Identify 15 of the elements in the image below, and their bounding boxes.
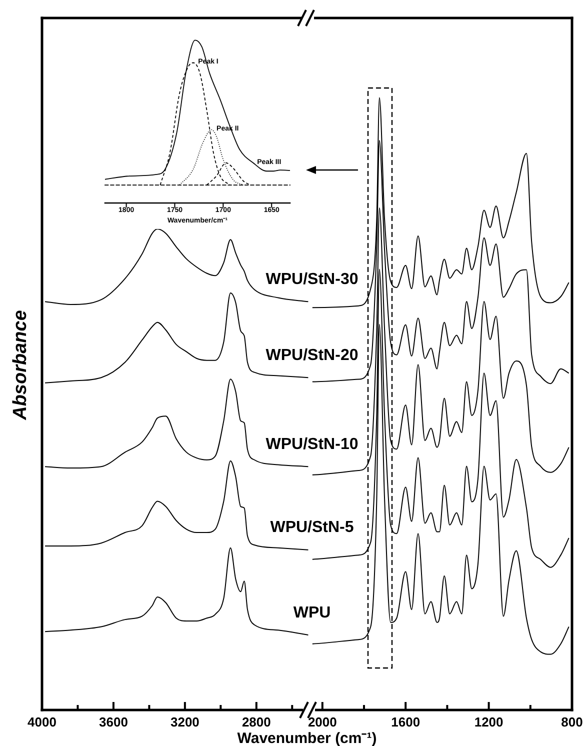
x-tick-label: 1200 <box>474 714 504 730</box>
series-label: WPU <box>293 604 331 622</box>
x-tick-label: 1600 <box>391 714 420 730</box>
x-tick-label: 2000 <box>308 714 337 730</box>
y-axis-title: Absorbance <box>10 310 32 421</box>
series-label: WPU/StN-5 <box>270 519 354 536</box>
x-axis-title: Wavenumber (cm⁻¹) <box>237 730 377 746</box>
series-label: WPU/StN-10 <box>266 436 358 454</box>
x-tick-label: 800 <box>561 714 583 730</box>
x-tick-label: 3200 <box>170 714 200 730</box>
x-tick-label: 3600 <box>99 714 128 730</box>
x-tick-label: 4000 <box>28 714 56 730</box>
x-tick-label: 2800 <box>242 714 271 730</box>
series-label: WPU/StN-20 <box>266 347 358 364</box>
series-label: WPU/StN-30 <box>266 271 358 288</box>
